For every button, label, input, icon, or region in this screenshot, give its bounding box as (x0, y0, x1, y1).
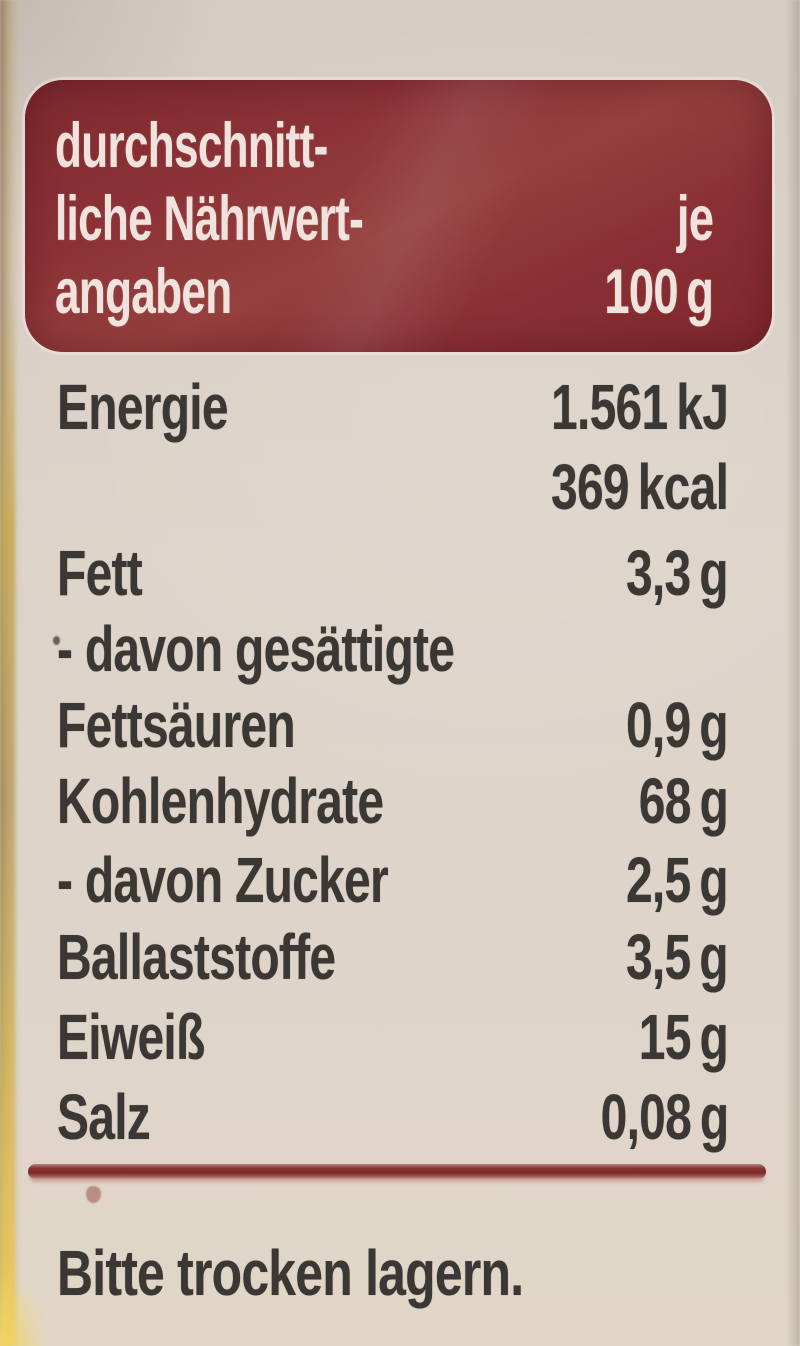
package-edge-right (786, 0, 800, 1346)
header-title-line-3: angaben (55, 257, 232, 327)
header-title-line-2: liche Nährwert- (55, 184, 364, 254)
table-row-salz: Salz 0,08 g (0, 1082, 800, 1152)
header-unit-line-2: 100 g (604, 257, 714, 327)
header-unit: je 100 g (562, 183, 714, 329)
table-row-fett: Fett 3,3 g (0, 538, 800, 608)
row-value: 0,9 g (626, 689, 729, 761)
table-row-energie: Energie 1.561 kJ (0, 372, 800, 442)
row-label: - davon gesättigte (57, 613, 455, 685)
row-value: 369 kcal (550, 451, 729, 523)
row-label: Fett (57, 537, 143, 609)
table-row-kohlenhydrate: Kohlenhydrate 68 g (0, 766, 800, 836)
ink-droplet (86, 1186, 101, 1203)
table-row-gesaettigte: - davon gesättigte (0, 614, 800, 684)
header-unit-line-1: je (676, 184, 714, 254)
row-value: 0,08 g (600, 1081, 729, 1153)
row-label: Fettsäuren (57, 689, 296, 761)
row-value: 68 g (638, 765, 729, 837)
row-label: Eiweiß (57, 1001, 205, 1073)
row-value: 2,5 g (626, 844, 729, 916)
row-label: Kohlenhydrate (57, 765, 384, 837)
row-label: Salz (57, 1081, 151, 1153)
row-value: 3,5 g (626, 921, 729, 993)
table-row-energie-kcal: 369 kcal (0, 452, 800, 522)
storage-note: Bitte trocken lagern. (57, 1237, 524, 1309)
nutrition-header-box: durchschnitt- liche Nährwert- angaben je… (25, 80, 772, 352)
header-title: durchschnitt- liche Nährwert- angaben (55, 110, 495, 329)
header-title-line-1: durchschnitt- (55, 111, 328, 181)
table-row-fettsaeuren: Fettsäuren 0,9 g (0, 690, 800, 760)
row-label: - davon Zucker (57, 844, 389, 916)
row-value: 1.561 kJ (550, 371, 729, 443)
row-value: 3,3 g (626, 537, 729, 609)
divider-rule (28, 1164, 766, 1179)
table-row-ballaststoffe: Ballaststoffe 3,5 g (0, 922, 800, 992)
row-label: Ballaststoffe (57, 921, 336, 993)
table-row-eiweiss: Eiweiß 15 g (0, 1002, 800, 1072)
photo-speck (53, 636, 60, 645)
row-value: 15 g (638, 1001, 729, 1073)
table-row-zucker: - davon Zucker 2,5 g (0, 845, 800, 915)
row-label: Energie (57, 371, 229, 443)
